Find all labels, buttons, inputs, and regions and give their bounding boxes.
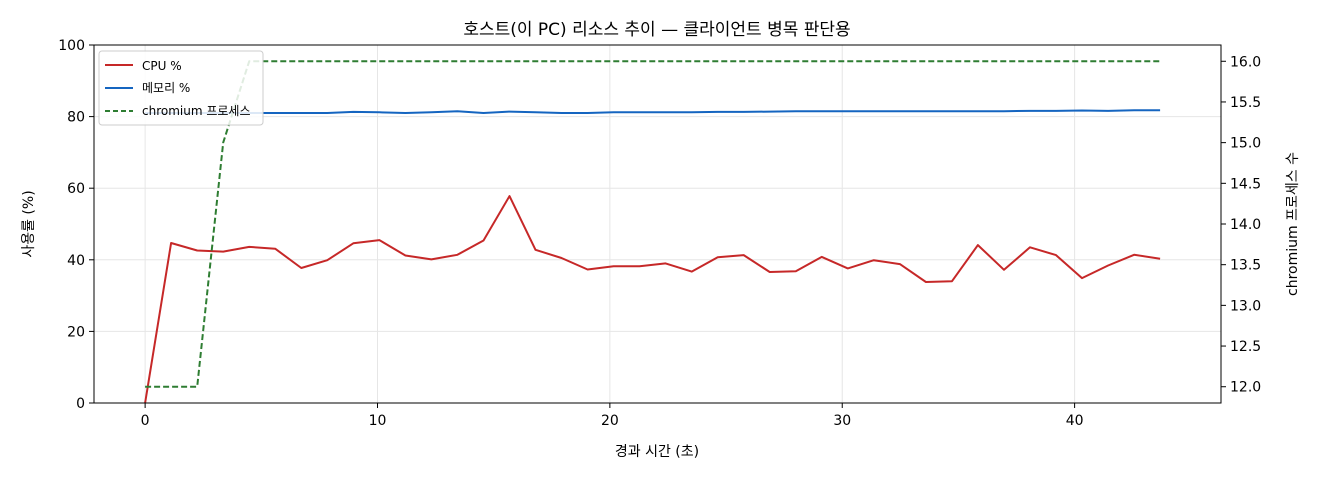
y-tick-label: 100 (58, 38, 85, 54)
y2-tick-label: 13.0 (1230, 298, 1261, 314)
x-tick-label: 10 (369, 413, 387, 429)
series-line-chromium (145, 60, 1161, 388)
x-tick-label: 20 (601, 413, 619, 429)
y-tick-label: 40 (67, 253, 85, 269)
y2-axis-label: chromium 프로세스 수 (1285, 152, 1301, 296)
legend-label-cpu: CPU % (142, 59, 182, 73)
y-tick-label: 20 (67, 324, 85, 340)
y2-tick-label: 13.5 (1230, 258, 1261, 274)
y2-tick-label: 15.5 (1230, 95, 1261, 111)
y-tick-label: 80 (67, 110, 85, 126)
chart-title: 호스트(이 PC) 리소스 추이 — 클라이언트 병목 판단용 (463, 20, 850, 40)
y-axis-ticks: 0 20 40 60 80 100 (58, 38, 94, 412)
y-tick-label: 0 (76, 396, 85, 412)
y2-tick-label: 14.5 (1230, 176, 1261, 192)
y2-axis-ticks: 12.0 12.5 13.0 13.5 14.0 14.5 15.0 15.5 16.0 (1221, 54, 1261, 396)
y-tick-label: 60 (67, 181, 85, 197)
x-tick-label: 40 (1066, 413, 1084, 429)
y2-tick-label: 14.0 (1230, 217, 1261, 233)
x-axis-ticks: 0 10 20 30 40 (141, 403, 1084, 429)
series-lines (144, 60, 1161, 404)
legend-label-chromium: chromium 프로세스 (142, 104, 251, 118)
legend-label-memory: 메모리 % (142, 81, 190, 95)
legend-box (98, 50, 264, 126)
y-axis-label: 사용률 (%) (21, 190, 37, 257)
y2-tick-label: 12.5 (1230, 339, 1261, 355)
series-line-cpu (144, 195, 1161, 404)
x-axis-label: 경과 시간 (초) (615, 444, 699, 460)
y2-tick-label: 15.0 (1230, 136, 1261, 152)
y2-tick-label: 16.0 (1230, 54, 1261, 70)
x-tick-label: 30 (833, 413, 851, 429)
x-tick-label: 0 (141, 413, 150, 429)
legend: CPU % 메모리 % chromium 프로세스 (98, 50, 264, 126)
series-line-memory (145, 109, 1161, 114)
y2-tick-label: 12.0 (1230, 380, 1261, 396)
